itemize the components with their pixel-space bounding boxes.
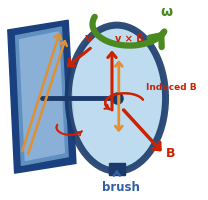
Text: ω: ω bbox=[161, 5, 173, 19]
Text: v × B: v × B bbox=[115, 34, 144, 44]
Polygon shape bbox=[20, 32, 64, 160]
Text: Induced B: Induced B bbox=[146, 83, 197, 92]
Polygon shape bbox=[8, 20, 76, 173]
Text: brush: brush bbox=[102, 181, 140, 194]
Text: v: v bbox=[85, 32, 93, 45]
Bar bbox=[109, 163, 125, 175]
Ellipse shape bbox=[68, 25, 166, 171]
Polygon shape bbox=[16, 27, 68, 165]
Text: B: B bbox=[166, 147, 175, 160]
